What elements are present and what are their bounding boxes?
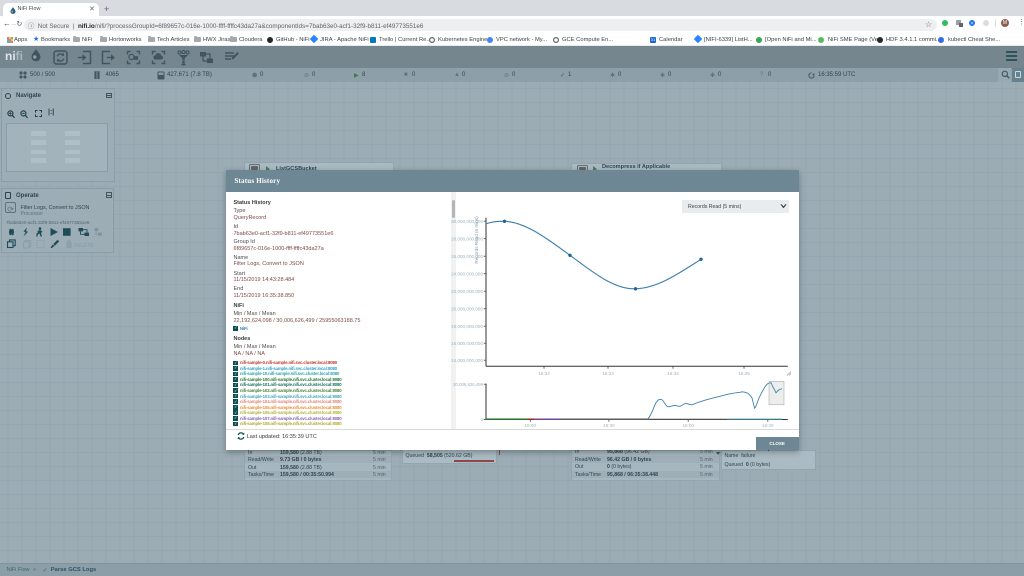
svg-text:16:32: 16:32	[538, 371, 550, 376]
svg-text:15:30: 15:30	[603, 423, 615, 428]
svg-text:30,006,626,499: 30,006,626,499	[453, 382, 483, 387]
svg-text:16:34: 16:34	[667, 371, 679, 376]
svg-text:16,000,000,000: 16,000,000,000	[451, 341, 483, 346]
svg-text:30,000,000,000: 30,000,000,000	[451, 219, 483, 224]
svg-text:16:35: 16:35	[738, 371, 750, 376]
svg-text:15:00: 15:00	[525, 423, 537, 428]
svg-text:Records Read (5 mins): Records Read (5 mins)	[474, 216, 479, 264]
svg-text:24,000,000,000: 24,000,000,000	[451, 271, 483, 276]
svg-text:16:30: 16:30	[762, 423, 774, 428]
svg-text:0: 0	[481, 417, 484, 422]
svg-text:16:00: 16:00	[682, 423, 694, 428]
svg-text:14,000,000,000: 14,000,000,000	[451, 358, 483, 363]
svg-text:DELETE: DELETE	[74, 243, 94, 249]
svg-text:16:33: 16:33	[602, 371, 614, 376]
svg-text:20,000,000,000: 20,000,000,000	[451, 306, 483, 311]
svg-text:18,000,000,000: 18,000,000,000	[451, 324, 483, 329]
svg-text:26,000,000,000: 26,000,000,000	[451, 254, 483, 259]
svg-text:22,000,000,000: 22,000,000,000	[451, 289, 483, 294]
svg-text:28,000,000,000: 28,000,000,000	[451, 236, 483, 241]
